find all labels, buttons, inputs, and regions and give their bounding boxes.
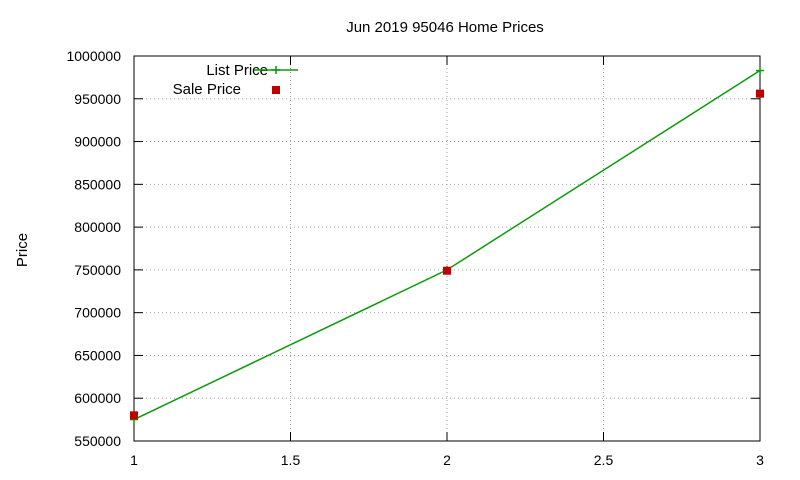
data-point-sale-price bbox=[130, 411, 138, 420]
y-tick-label: 550000 bbox=[74, 433, 121, 449]
legend: List Price Sale Price bbox=[173, 62, 298, 98]
ticks: 550000 600000 650000 700000 750000 800000 8500… bbox=[66, 48, 764, 468]
series-line-list-price bbox=[133, 69, 761, 421]
data-point-list-price bbox=[756, 66, 764, 75]
legend-label-list-price: List Price bbox=[206, 62, 268, 79]
x-tick-label: 1 bbox=[130, 452, 138, 468]
x-tick-label: 2 bbox=[443, 452, 451, 468]
x-tick-label: 3 bbox=[756, 452, 764, 468]
x-tick-label: 2.5 bbox=[594, 452, 614, 468]
x-tick-label: 1.5 bbox=[281, 452, 301, 468]
legend-label-sale-price: Sale Price bbox=[173, 81, 241, 98]
y-tick-label: 900000 bbox=[74, 134, 121, 150]
y-tick-label: 750000 bbox=[74, 262, 121, 278]
y-tick-label: 800000 bbox=[74, 219, 121, 235]
grid bbox=[134, 56, 760, 441]
data-point-sale-price bbox=[756, 89, 764, 98]
data-point-sale-price bbox=[443, 266, 451, 275]
y-tick-label: 650000 bbox=[74, 347, 121, 363]
y-axis-label: Price bbox=[14, 233, 31, 267]
y-tick-label: 600000 bbox=[74, 390, 121, 406]
plot-frame bbox=[133, 55, 761, 442]
legend-marker-list-price bbox=[272, 66, 280, 74]
chart-title: Jun 2019 95046 Home Prices bbox=[346, 19, 544, 36]
legend-marker-sale-price bbox=[272, 86, 280, 94]
y-tick-label: 950000 bbox=[74, 91, 121, 107]
y-tick-label: 700000 bbox=[74, 305, 121, 321]
y-tick-label: 1000000 bbox=[66, 48, 121, 64]
series bbox=[130, 66, 764, 424]
y-tick-label: 850000 bbox=[74, 176, 121, 192]
